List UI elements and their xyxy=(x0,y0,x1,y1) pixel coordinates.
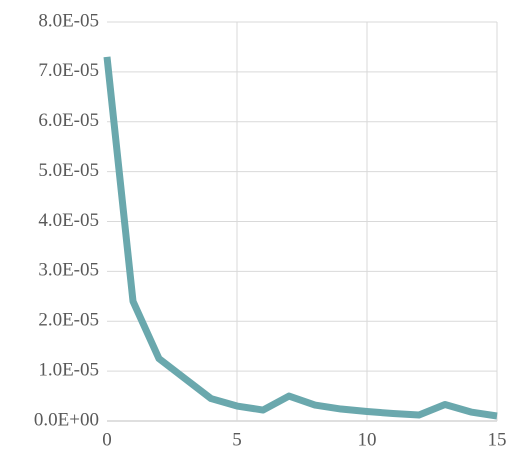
y-tick-label: 0.0E+00 xyxy=(34,409,99,430)
y-tick-label: 7.0E-05 xyxy=(38,60,99,81)
y-tick-label: 3.0E-05 xyxy=(38,260,99,281)
x-tick-label: 5 xyxy=(232,429,242,450)
x-tick-label: 15 xyxy=(488,429,507,450)
x-tick-label: 0 xyxy=(102,429,112,450)
x-tick-label: 10 xyxy=(358,429,377,450)
y-tick-label: 8.0E-05 xyxy=(38,10,99,31)
y-tick-label: 5.0E-05 xyxy=(38,160,99,181)
y-tick-label: 1.0E-05 xyxy=(38,359,99,380)
y-tick-label: 2.0E-05 xyxy=(38,310,99,331)
y-tick-label: 4.0E-05 xyxy=(38,210,99,231)
data-line xyxy=(103,56,498,420)
y-tick-label: 6.0E-05 xyxy=(38,110,99,131)
